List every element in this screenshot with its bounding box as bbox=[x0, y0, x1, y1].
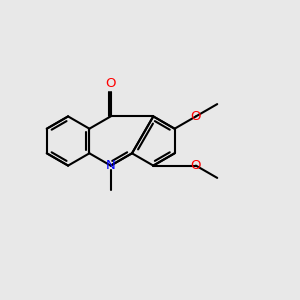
Text: O: O bbox=[105, 77, 116, 90]
Text: N: N bbox=[106, 159, 116, 172]
Text: O: O bbox=[191, 159, 201, 172]
Text: O: O bbox=[191, 110, 201, 123]
